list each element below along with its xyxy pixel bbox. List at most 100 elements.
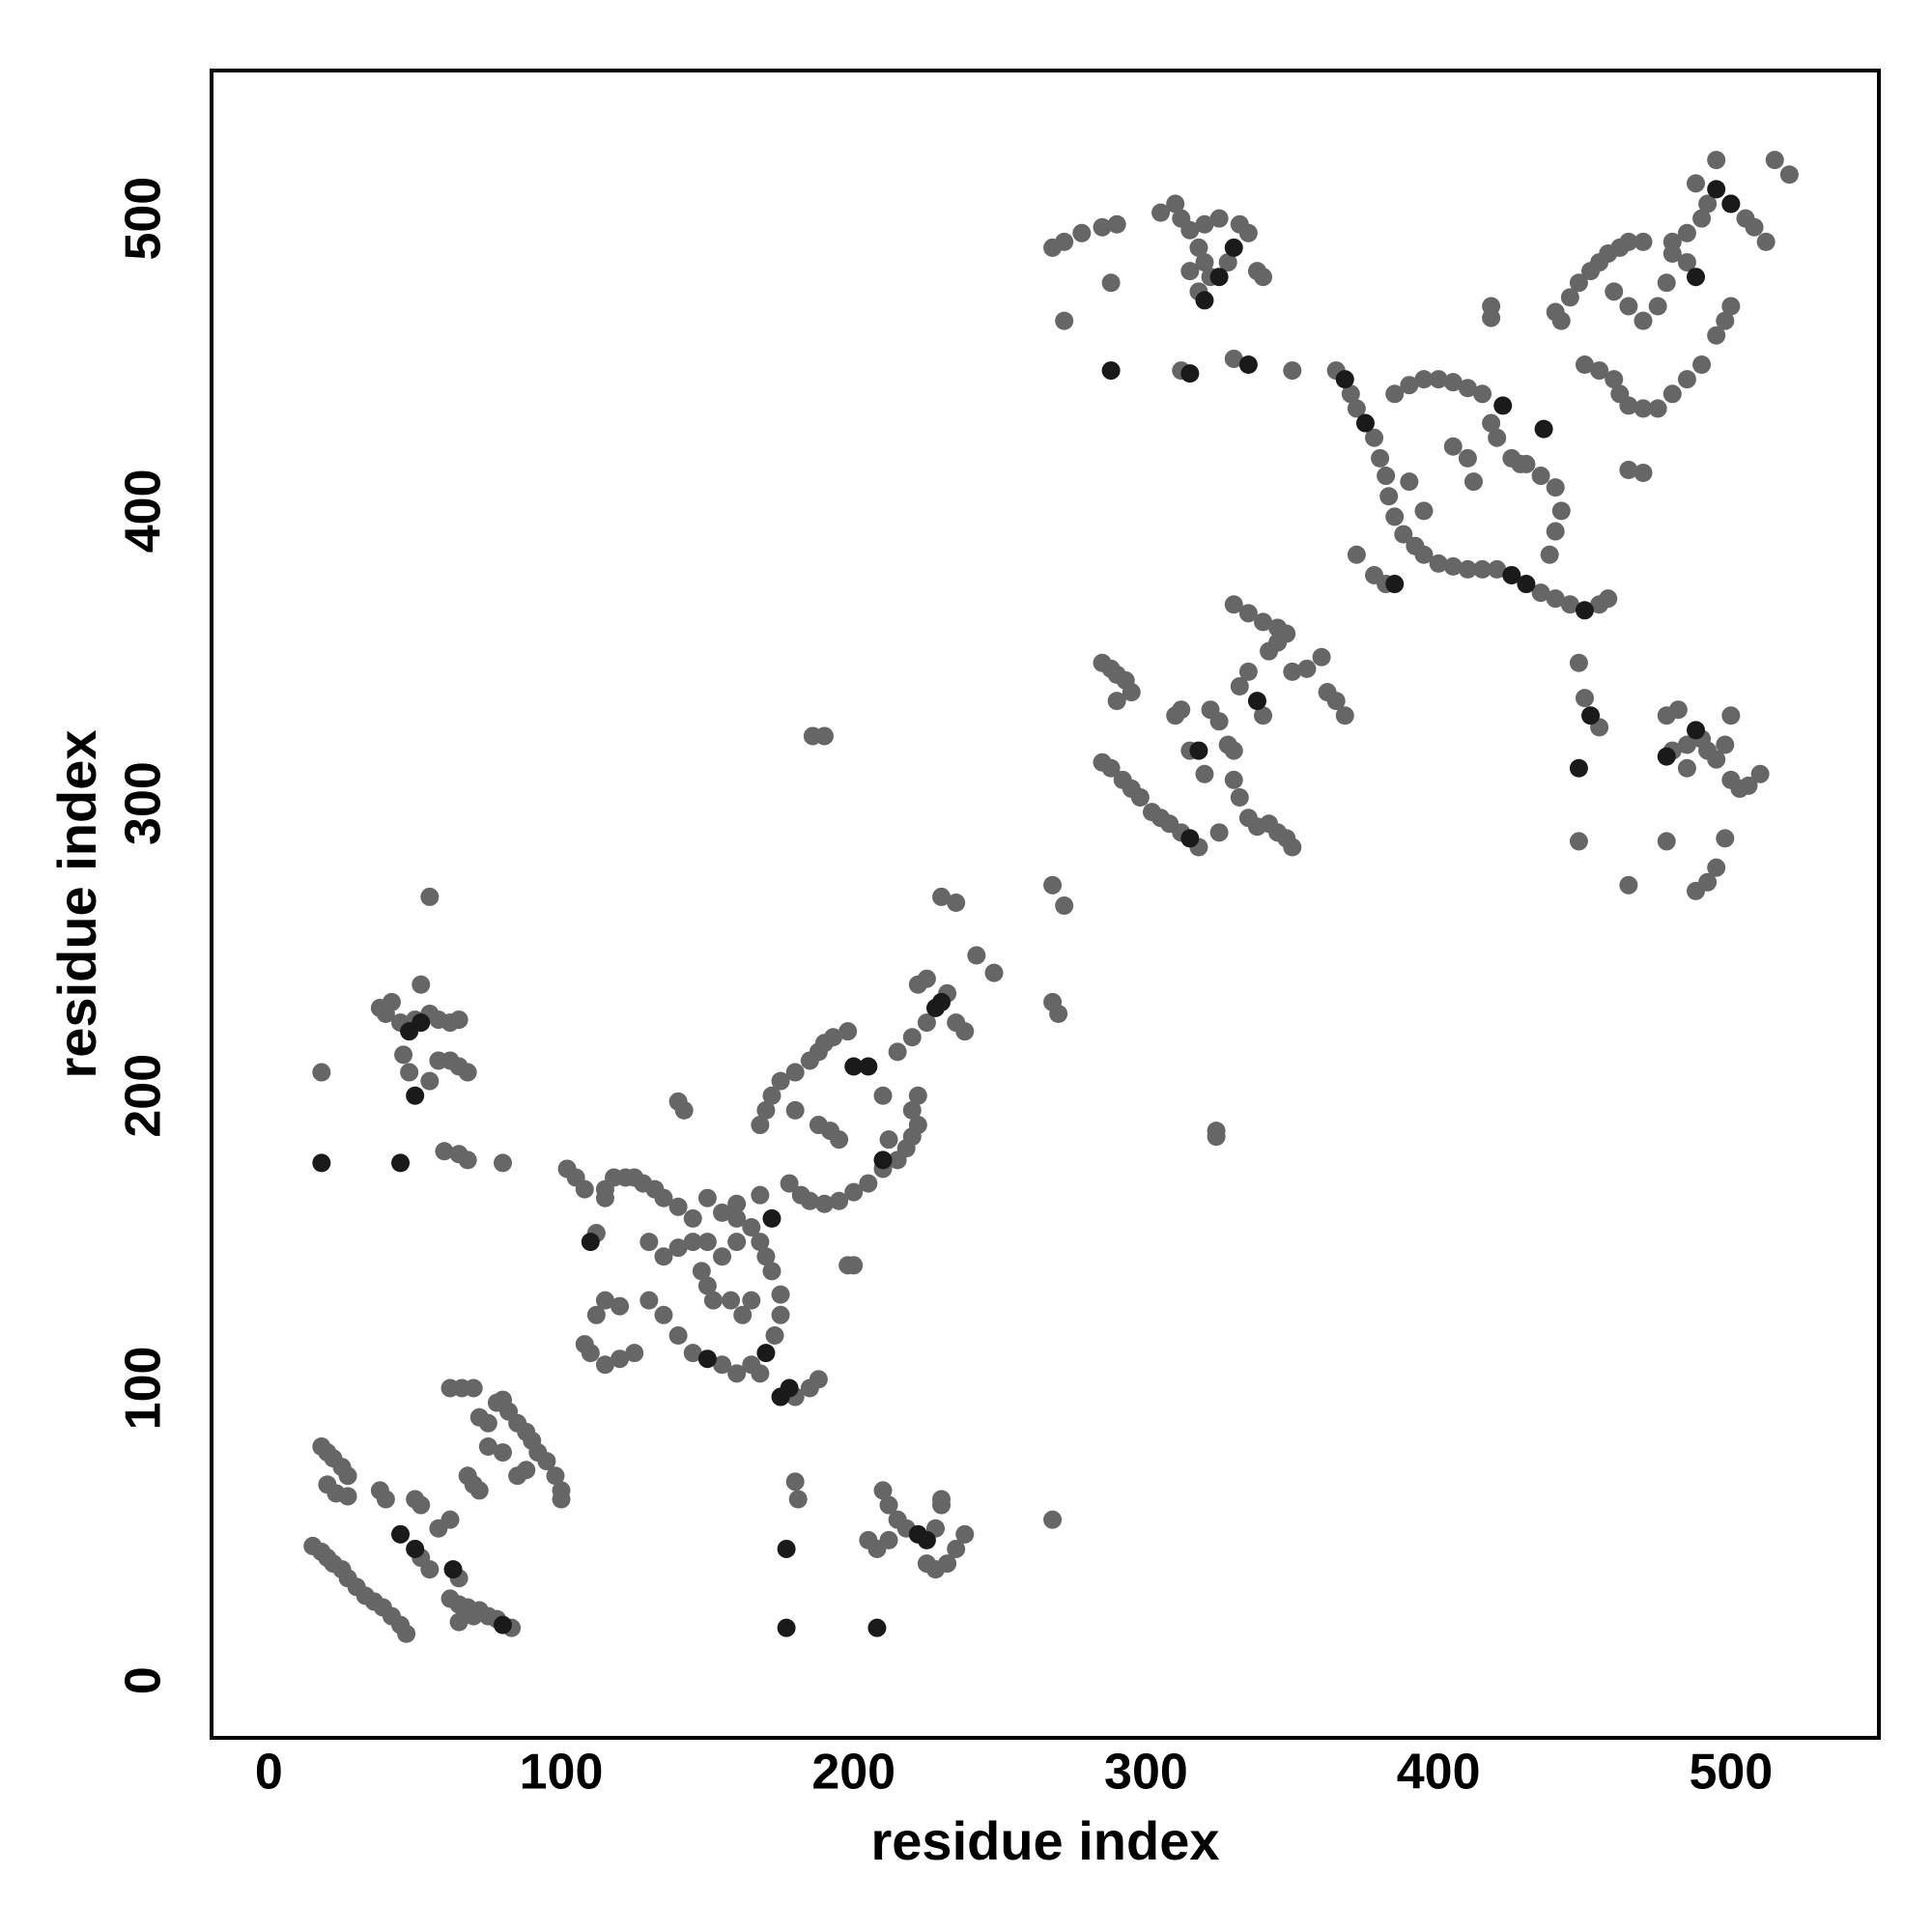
point xyxy=(1283,662,1302,681)
point xyxy=(1634,311,1653,330)
y-tick-label: 400 xyxy=(116,469,172,553)
point xyxy=(668,1325,688,1345)
point xyxy=(1488,559,1507,579)
point xyxy=(703,1291,723,1310)
point xyxy=(859,1174,878,1193)
point xyxy=(1687,721,1706,740)
point xyxy=(873,1481,893,1500)
point xyxy=(552,1490,571,1509)
point xyxy=(947,893,966,912)
point xyxy=(751,1233,770,1252)
point xyxy=(1569,758,1588,778)
point xyxy=(814,1194,834,1213)
point xyxy=(809,1370,828,1389)
point xyxy=(697,1233,717,1252)
point xyxy=(1347,545,1366,564)
point xyxy=(1195,214,1214,234)
point xyxy=(1400,376,1419,395)
point xyxy=(1657,747,1676,766)
point xyxy=(586,1305,606,1324)
point xyxy=(435,1142,454,1161)
point xyxy=(859,1057,878,1076)
point xyxy=(751,1185,770,1205)
point xyxy=(727,1194,747,1213)
point xyxy=(1195,291,1214,310)
point xyxy=(639,1291,659,1310)
x-axis-title: residue index xyxy=(870,1810,1219,1871)
point xyxy=(1268,618,1288,638)
point xyxy=(1107,692,1126,711)
point xyxy=(932,1490,952,1509)
point xyxy=(1721,297,1741,316)
y-tick-label: 0 xyxy=(116,1666,172,1694)
point xyxy=(1218,253,1237,272)
point xyxy=(756,1344,776,1363)
point xyxy=(1634,464,1653,483)
point xyxy=(932,887,952,906)
point xyxy=(1502,565,1521,584)
point xyxy=(932,992,952,1011)
point xyxy=(867,1618,887,1637)
point xyxy=(1230,788,1249,808)
point xyxy=(464,1378,483,1398)
point xyxy=(1230,676,1249,696)
point xyxy=(1677,735,1696,754)
point xyxy=(1517,575,1536,594)
point xyxy=(1101,361,1121,381)
point xyxy=(1531,467,1550,486)
point xyxy=(1687,174,1706,193)
point xyxy=(1560,288,1579,307)
point xyxy=(1414,370,1434,389)
point xyxy=(1326,692,1346,711)
point xyxy=(771,1285,790,1304)
point xyxy=(1648,399,1667,418)
point xyxy=(1569,653,1588,672)
point xyxy=(1540,545,1559,564)
point xyxy=(1224,770,1243,789)
point xyxy=(765,1325,784,1345)
point xyxy=(449,1612,469,1632)
point xyxy=(1043,875,1063,895)
point xyxy=(1379,487,1399,506)
point xyxy=(625,1344,644,1363)
point xyxy=(780,1378,799,1398)
point xyxy=(1551,311,1571,330)
point xyxy=(493,1153,512,1173)
point xyxy=(1254,706,1273,725)
point xyxy=(683,1233,702,1252)
point xyxy=(727,1233,747,1252)
point xyxy=(397,1624,416,1643)
point xyxy=(838,1022,858,1041)
point xyxy=(1716,829,1735,848)
point xyxy=(1238,223,1258,242)
point xyxy=(668,1238,688,1258)
point xyxy=(1238,662,1258,681)
point xyxy=(391,1153,411,1173)
point xyxy=(412,1495,431,1515)
point xyxy=(400,1063,419,1082)
point xyxy=(1677,253,1696,272)
point xyxy=(1055,896,1074,916)
point xyxy=(420,887,440,906)
point xyxy=(1745,217,1764,237)
point xyxy=(762,1262,781,1281)
point xyxy=(967,946,986,965)
point xyxy=(1209,268,1229,287)
point xyxy=(1209,209,1229,228)
point xyxy=(493,1443,512,1463)
point xyxy=(1414,501,1434,521)
y-tick-label: 100 xyxy=(116,1347,172,1431)
point xyxy=(1101,758,1121,778)
point xyxy=(1488,428,1507,447)
point xyxy=(654,1247,673,1266)
point xyxy=(1657,832,1676,851)
plot-frame xyxy=(210,69,1881,1740)
point xyxy=(1634,399,1653,418)
point xyxy=(1365,428,1384,447)
point xyxy=(742,1291,761,1310)
point xyxy=(1534,419,1553,439)
point xyxy=(611,1296,630,1316)
point xyxy=(412,1013,431,1033)
point xyxy=(917,969,936,988)
point xyxy=(611,1350,630,1369)
